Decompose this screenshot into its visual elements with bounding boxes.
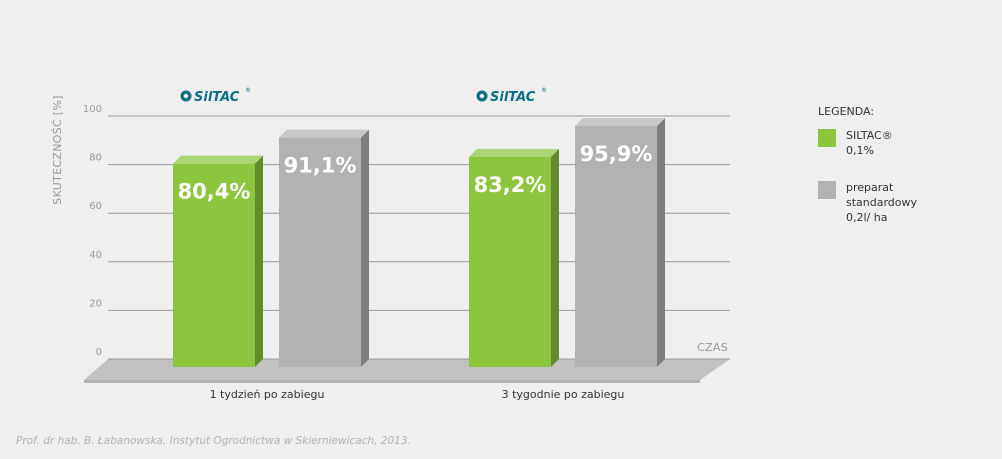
y-tick-label: 100 [83,104,102,115]
y-tick-label: 80 [89,153,102,164]
legend-label: SILTAC® [846,129,893,142]
legend-swatch [818,181,836,199]
legend-swatch [818,129,836,147]
data-label: 91,1% [284,154,357,178]
y-tick-label: 60 [89,201,102,212]
bar-side-face [361,129,369,367]
y-tick-label: 20 [89,298,102,309]
bar-side-face [551,148,559,367]
y-tick-label: 40 [89,250,102,261]
bar-side-face [657,117,665,367]
legend-label: 0,2l/ ha [846,211,887,224]
chart-floor-edge [84,380,700,383]
legend-label: standardowy [846,196,918,209]
bar-top-face [279,129,369,138]
data-label: 83,2% [474,173,547,197]
siltac-logo-mark: ® [541,87,547,94]
source-note: Prof. dr hab. B. Łabanowska, Instytut Og… [16,435,411,447]
bar-top-face [173,155,263,164]
bar-side-face [255,155,263,367]
category-label: 1 tydzień po zabiegu [210,388,325,401]
bar-siltac [173,163,255,367]
bar-top-face [575,117,665,126]
siltac-logo-mark: ® [245,87,251,94]
legend-label: 0,1% [846,144,874,157]
bar-standard [575,125,657,367]
siltac-logo-drop [479,93,485,99]
siltac-logo-text: SilTAC [194,90,240,105]
legend-label: preparat [846,181,894,194]
siltac-logo-text: SilTAC [490,90,536,105]
data-label: 80,4% [178,180,251,204]
data-label: 95,9% [580,142,653,166]
category-label: 3 tygodnie po zabiegu [502,388,625,401]
siltac-logo-drop [183,93,189,99]
y-axis-title: SKUTECZNOŚĆ [%] [51,95,64,204]
legend-title: LEGENDA: [818,105,874,118]
bar-standard [279,137,361,367]
bar-siltac [469,156,551,367]
bar-top-face [469,148,559,157]
x-axis-title: CZAS [697,341,728,354]
y-tick-label: 0 [96,347,102,358]
